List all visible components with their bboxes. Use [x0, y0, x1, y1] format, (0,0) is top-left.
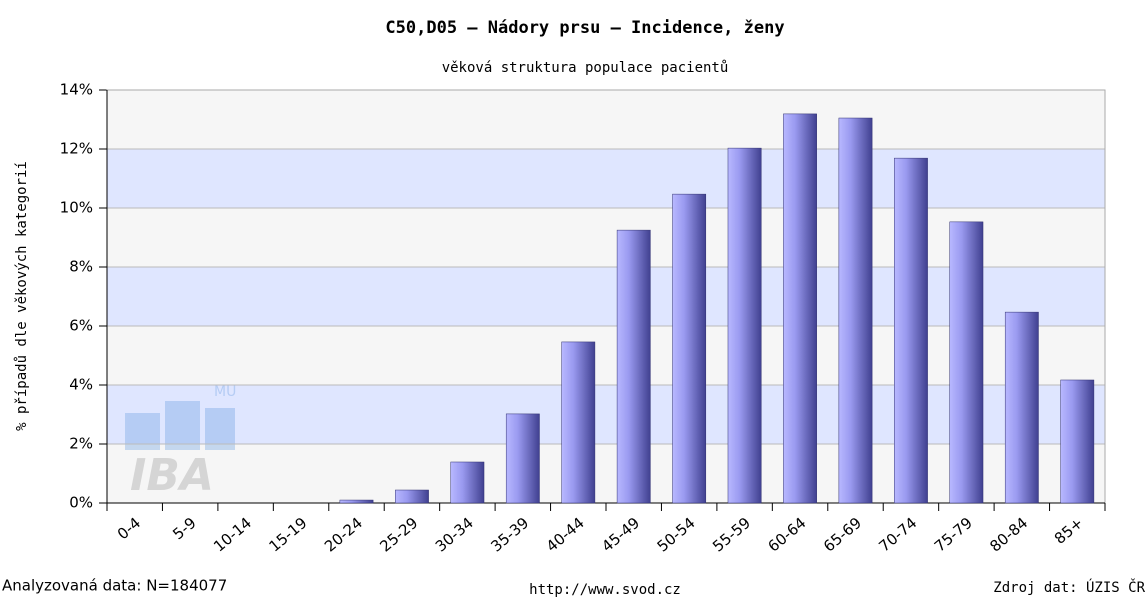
chart-subtitle: věková struktura populace pacientů — [442, 60, 729, 76]
x-tick-label: 45-49 — [598, 514, 643, 556]
bar — [1060, 379, 1095, 504]
y-axis-label: % případů dle věkových kategorií — [14, 161, 30, 431]
bar — [395, 489, 429, 504]
x-tick-label: 65-69 — [820, 514, 865, 556]
x-tick-label: 20-24 — [321, 514, 366, 556]
x-tick-label: 55-59 — [709, 514, 754, 556]
bar — [894, 157, 928, 504]
x-tick-label: 35-39 — [487, 514, 532, 556]
band-stripe — [107, 267, 1105, 326]
footer-center: http://www.svod.cz — [529, 582, 681, 598]
footer-right: Zdroj dat: ÚZIS ČR — [993, 578, 1145, 596]
y-tick-label: 10% — [60, 199, 93, 217]
y-tick-label: 8% — [69, 258, 93, 276]
bar — [1004, 311, 1039, 504]
x-tick-label: 60-64 — [765, 514, 810, 556]
y-tick-label: 14% — [60, 81, 93, 99]
bar — [727, 147, 762, 504]
x-tick-label: 5-9 — [169, 514, 199, 544]
x-tick-label: 80-84 — [986, 514, 1031, 556]
bar — [672, 193, 707, 504]
x-tick-label: 15-19 — [266, 514, 311, 556]
bar — [450, 461, 485, 504]
x-tick-label: 30-34 — [432, 514, 477, 556]
y-tick-label: 12% — [60, 140, 93, 158]
watermark-small: MU — [214, 384, 236, 400]
x-tick-label: 70-74 — [875, 514, 920, 556]
y-tick-label: 4% — [69, 376, 93, 394]
chart-title: C50,D05 – Nádory prsu – Incidence, ženy — [385, 18, 784, 38]
y-tick-label: 2% — [69, 435, 93, 453]
x-tick-label: 40-44 — [543, 514, 588, 556]
x-tick-label: 25-29 — [376, 514, 421, 556]
x-tick-label: 75-79 — [931, 514, 976, 556]
x-tick-label: 10-14 — [210, 514, 255, 556]
x-tick-label: 50-54 — [654, 514, 699, 556]
band-stripe — [107, 149, 1105, 208]
band-stripe — [107, 385, 1105, 444]
bar — [783, 113, 817, 504]
logo-block — [205, 408, 235, 450]
y-tick-label: 6% — [69, 317, 93, 335]
bar — [561, 341, 596, 504]
bar — [505, 413, 540, 504]
logo-block — [165, 401, 200, 450]
watermark: IBA MU — [125, 384, 236, 501]
x-tick-label: 85+ — [1051, 514, 1087, 548]
bar — [838, 117, 873, 504]
y-tick-label: 0% — [69, 494, 93, 512]
bar — [949, 221, 984, 504]
footer-left: Analyzovaná data: N=184077 — [2, 577, 227, 595]
watermark-text: IBA — [130, 450, 214, 501]
bar — [616, 229, 651, 504]
bar — [339, 499, 374, 504]
x-tick-label: 0-4 — [114, 514, 144, 544]
